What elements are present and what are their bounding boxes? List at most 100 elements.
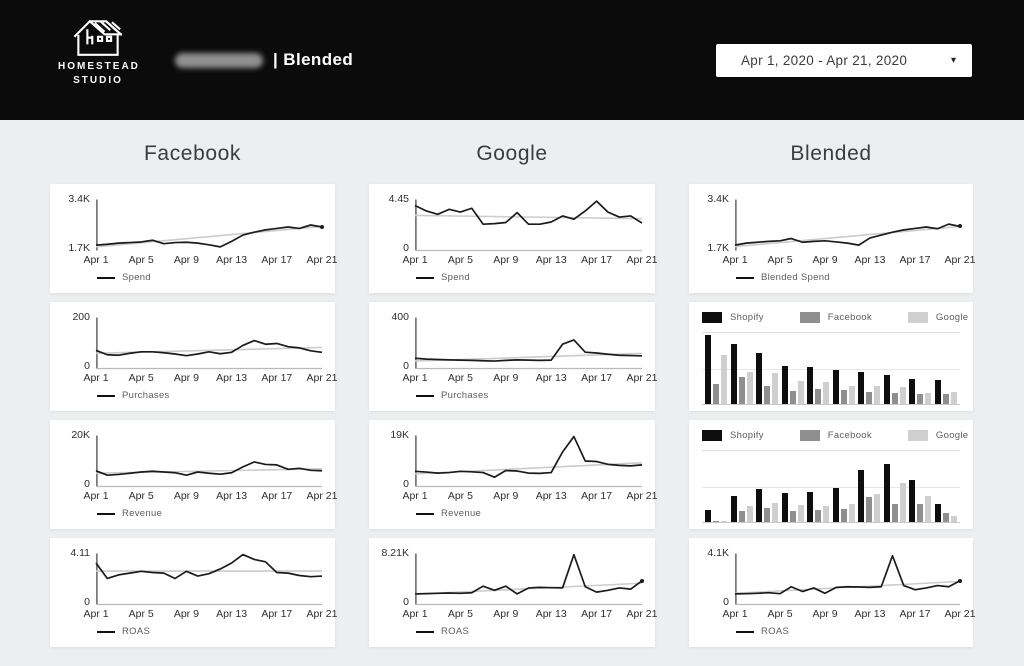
- bar-group: [756, 333, 779, 404]
- line-plot: [415, 435, 642, 487]
- line-plot: [735, 553, 962, 605]
- chart-card-bl_mix_bottom: Shopify Facebook Google: [689, 420, 973, 529]
- bar-google: [746, 372, 753, 404]
- bar-facebook: [891, 393, 898, 404]
- x-tick-label: Apr 13: [216, 608, 248, 620]
- date-range-value: Apr 1, 2020 - Apr 21, 2020: [741, 53, 908, 68]
- bar-shopify: [807, 367, 814, 404]
- bar-facebook: [866, 497, 873, 522]
- chart-legend: Blended Spend: [736, 272, 830, 283]
- bar-group: [756, 451, 779, 522]
- line-series: [96, 462, 322, 475]
- y-axis-min-label: 0: [403, 478, 409, 490]
- x-tick-label: Apr 1: [402, 608, 428, 620]
- bar-google: [823, 382, 830, 404]
- bar-facebook: [866, 391, 873, 404]
- y-axis-max-label: 200: [72, 311, 90, 323]
- x-tick-label: Apr 21: [626, 490, 658, 502]
- bar-google: [848, 385, 855, 404]
- bar-facebook: [738, 511, 745, 522]
- x-tick-label: Apr 17: [581, 372, 613, 384]
- bar-shopify: [883, 374, 890, 404]
- x-tick-label: Apr 13: [216, 372, 248, 384]
- bar-google: [874, 386, 881, 404]
- legend-line-swatch: [416, 276, 434, 279]
- bar-shopify: [883, 463, 890, 522]
- chart-legend: Shopify Facebook Google: [702, 312, 968, 323]
- x-tick-label: Apr 9: [812, 608, 838, 620]
- x-tick-label: Apr 5: [447, 372, 473, 384]
- date-range-picker[interactable]: Apr 1, 2020 - Apr 21, 2020 ▾: [716, 44, 972, 77]
- trend-line: [96, 226, 322, 246]
- x-tick-label: Apr 17: [899, 608, 931, 620]
- x-tick-label: Apr 9: [493, 254, 519, 266]
- x-tick-label: Apr 21: [944, 608, 976, 620]
- bar-shopify: [705, 335, 711, 404]
- y-axis-max-label: 4.45: [388, 193, 409, 205]
- y-axis-max-label: 20K: [71, 429, 90, 441]
- bar-shopify: [934, 503, 941, 522]
- bar-shopify: [807, 492, 814, 522]
- x-tick-label: Apr 9: [173, 372, 199, 384]
- chart-card-bl_spend: 3.4K 1.7K Apr 1 Apr 5 Apr 9 Apr 13 Apr 17 Apr 2…: [689, 184, 976, 293]
- bar-google: [950, 515, 957, 522]
- chart-legend: Revenue: [97, 508, 162, 519]
- chart-card-bl_roas: 4.1K 0 Apr 1 Apr 5 Apr 9 Apr 13 Apr 17 Apr 21 RO…: [689, 538, 976, 647]
- y-axis-max-label: 400: [391, 311, 409, 323]
- chart-card-bl_mix_top: Shopify Facebook Google: [689, 302, 973, 411]
- bar-facebook: [840, 508, 847, 522]
- chart-card-g_purchases: 400 0 Apr 1 Apr 5 Apr 9 Apr 13 Apr 17 Apr 21 Pur…: [369, 302, 658, 411]
- bar-shopify: [756, 488, 763, 522]
- x-tick-label: Apr 5: [128, 372, 154, 384]
- x-tick-label: Apr 5: [767, 254, 793, 266]
- y-axis-max-label: 19K: [390, 429, 409, 441]
- bar-group: [807, 451, 830, 522]
- chart-legend: Spend: [97, 272, 151, 283]
- x-tick-label: Apr 1: [402, 490, 428, 502]
- bar-shopify: [934, 379, 941, 404]
- bar-shopify: [858, 372, 865, 404]
- line-series: [735, 556, 960, 594]
- bar-facebook: [738, 377, 745, 404]
- line-plot: [96, 435, 322, 487]
- x-tick-label: Apr 17: [261, 490, 293, 502]
- x-tick-label: Apr 21: [626, 372, 658, 384]
- x-tick-label: Apr 21: [306, 372, 338, 384]
- logo-text-line2: STUDIO: [73, 75, 123, 86]
- x-tick-label: Apr 9: [173, 490, 199, 502]
- bar-group: [934, 333, 957, 404]
- mid-gridline: [702, 368, 960, 370]
- legend-swatch: [799, 430, 820, 441]
- x-tick-label: Apr 9: [493, 372, 519, 384]
- legend-line-swatch: [736, 276, 754, 279]
- bar-group: [909, 451, 932, 522]
- legend-line-swatch: [416, 394, 434, 397]
- line-series: [96, 555, 322, 579]
- column-title: Blended: [790, 142, 872, 165]
- bar-group: [934, 451, 957, 522]
- legend-label: ROAS: [122, 626, 151, 637]
- legend-swatch: [907, 312, 928, 323]
- x-tick-label: Apr 1: [83, 608, 109, 620]
- line-series: [415, 201, 642, 224]
- y-axis-max-label: 4.11: [70, 547, 90, 559]
- legend-swatch: [799, 312, 820, 323]
- bar-shopify: [756, 352, 763, 404]
- x-tick-label: Apr 13: [535, 490, 567, 502]
- bar-shopify: [781, 492, 788, 522]
- bar-shopify: [781, 366, 788, 404]
- plot-svg: [735, 199, 960, 251]
- chart-legend: Revenue: [416, 508, 481, 519]
- bar-google: [925, 392, 932, 404]
- plot-svg: [96, 435, 322, 487]
- bar-google: [899, 482, 906, 522]
- x-tick-label: Apr 21: [944, 254, 976, 266]
- legend-label: Purchases: [122, 390, 170, 401]
- bar-group: [781, 451, 804, 522]
- legend-label: Shopify: [730, 312, 764, 323]
- bar-shopify: [730, 344, 737, 404]
- legend-swatch: [702, 312, 722, 323]
- mid-gridline: [702, 486, 960, 488]
- x-tick-label: Apr 5: [128, 254, 154, 266]
- bar-google: [899, 386, 906, 404]
